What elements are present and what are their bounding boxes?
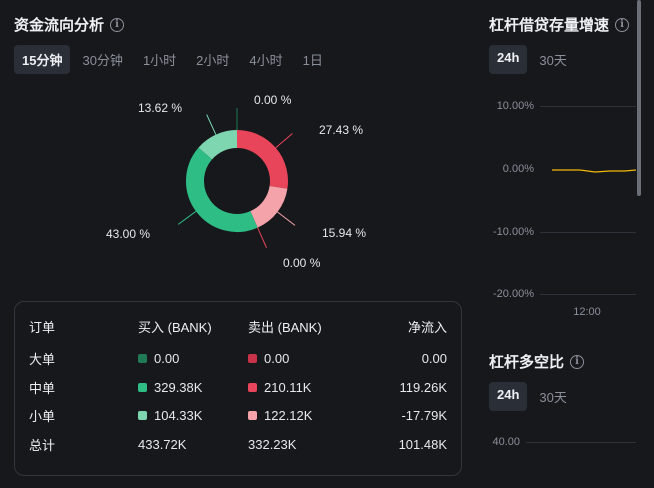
sell-color-swatch [248,353,257,363]
table-row-total: 总计 433.72K 332.23K 101.48K [29,434,447,454]
net-value: -17.79K [401,407,447,423]
margin-growth-title: 杠杆借贷存量增速 i [489,14,630,35]
tab-24h[interactable]: 24h [489,382,528,411]
gridline [540,232,636,233]
tab-30d[interactable]: 30天 [539,390,567,405]
y-tick-label: 40.00 [492,436,520,448]
sell-color-swatch [248,410,257,420]
tab-30min[interactable]: 30分钟 [82,53,123,68]
buy-value: 0.00 [154,350,180,366]
buy-color-swatch [138,382,147,392]
table-header: 订单 买入 (BANK) 卖出 (BANK) 净流入 [29,316,447,336]
y-tick-label: 0.00% [502,163,534,175]
slice-label-buy-small: 13.62 % [138,101,183,115]
buy-value: 104.33K [154,407,203,423]
leader-line [277,211,296,226]
net-value: 101.48K [398,436,447,452]
gridline [540,294,636,295]
scrollbar[interactable] [637,0,641,196]
table-row: 大单 0.00 0.00 0.00 [29,348,447,368]
x-tick-label: 12:00 [573,306,601,318]
buy-value: 329.38K [154,379,203,395]
tab-4h[interactable]: 4小时 [249,53,283,68]
fund-flow-donut-chart [177,108,296,248]
row-name: 小单 [29,408,56,424]
y-tick-label: 10.00% [496,100,534,112]
donut-slice[interactable] [198,130,238,160]
donut-slice[interactable] [186,147,258,232]
row-name: 总计 [29,437,56,453]
row-name: 大单 [29,351,56,367]
sell-value: 332.23K [248,436,297,452]
header-buy: 买入 (BANK) [138,319,212,335]
buy-value: 433.72K [138,436,187,452]
slice-label-buy-large: 0.00 % [283,256,321,270]
tab-2h[interactable]: 2小时 [196,53,230,68]
net-value: 0.00 [421,350,447,366]
buy-color-swatch [138,353,147,363]
sell-color-swatch [248,382,257,392]
leader-line [275,133,293,149]
y-tick-label: -20.00% [493,288,534,300]
long-short-title-text: 杠杆多空比 [489,354,565,371]
header-sell: 卖出 (BANK) [248,319,322,335]
tab-15min[interactable]: 15分钟 [14,45,71,74]
leader-line [177,210,197,225]
leader-line [257,227,267,248]
gridline [526,442,636,443]
sell-value: 0.00 [264,350,290,366]
fund-flow-interval-tabs: 15分钟 30分钟 1小时 2小时 4小时 1日 [14,45,331,74]
slice-label-sell-medium: 27.43 % [319,123,364,137]
gridline [540,106,636,107]
info-icon[interactable]: i [570,354,585,369]
donut-slice[interactable] [249,185,288,228]
buy-color-swatch [138,410,147,420]
margin-growth-series [552,169,637,173]
leader-line [206,114,217,135]
y-tick-label: -10.00% [493,226,534,238]
fund-flow-title: 资金流向分析 i [14,14,125,35]
fund-flow-title-text: 资金流向分析 [14,17,105,34]
header-net: 净流入 [407,319,447,335]
info-icon[interactable]: i [110,17,125,32]
slice-label-sell-large: 0.00 % [254,93,292,107]
margin-growth-range-tabs: 24h 30天 [489,45,575,74]
tab-24h[interactable]: 24h [489,45,528,74]
sell-value: 122.12K [264,407,313,423]
slice-label-buy-medium: 43.00 % [106,227,151,241]
tab-30d[interactable]: 30天 [539,53,567,68]
table-row: 小单 104.33K 122.12K -17.79K [29,405,447,425]
margin-growth-line [552,169,637,173]
donut-slice[interactable] [236,130,288,189]
margin-growth-title-text: 杠杆借贷存量增速 [489,17,610,34]
header-order: 订单 [29,319,56,335]
tab-1h[interactable]: 1小时 [142,53,177,68]
slice-label-sell-small: 15.94 % [322,226,367,240]
tab-1d[interactable]: 1日 [302,53,323,68]
sell-value: 210.11K [264,379,312,395]
net-value: 119.26K [399,379,447,395]
long-short-range-tabs: 24h 30天 [489,382,575,411]
order-flow-table: 订单 买入 (BANK) 卖出 (BANK) 净流入 大单 0.00 0.00 … [14,301,462,476]
info-icon[interactable]: i [615,17,630,32]
long-short-title: 杠杆多空比 i [489,351,585,372]
row-name: 中单 [29,380,56,396]
table-row: 中单 329.38K 210.11K 119.26K [29,377,447,397]
